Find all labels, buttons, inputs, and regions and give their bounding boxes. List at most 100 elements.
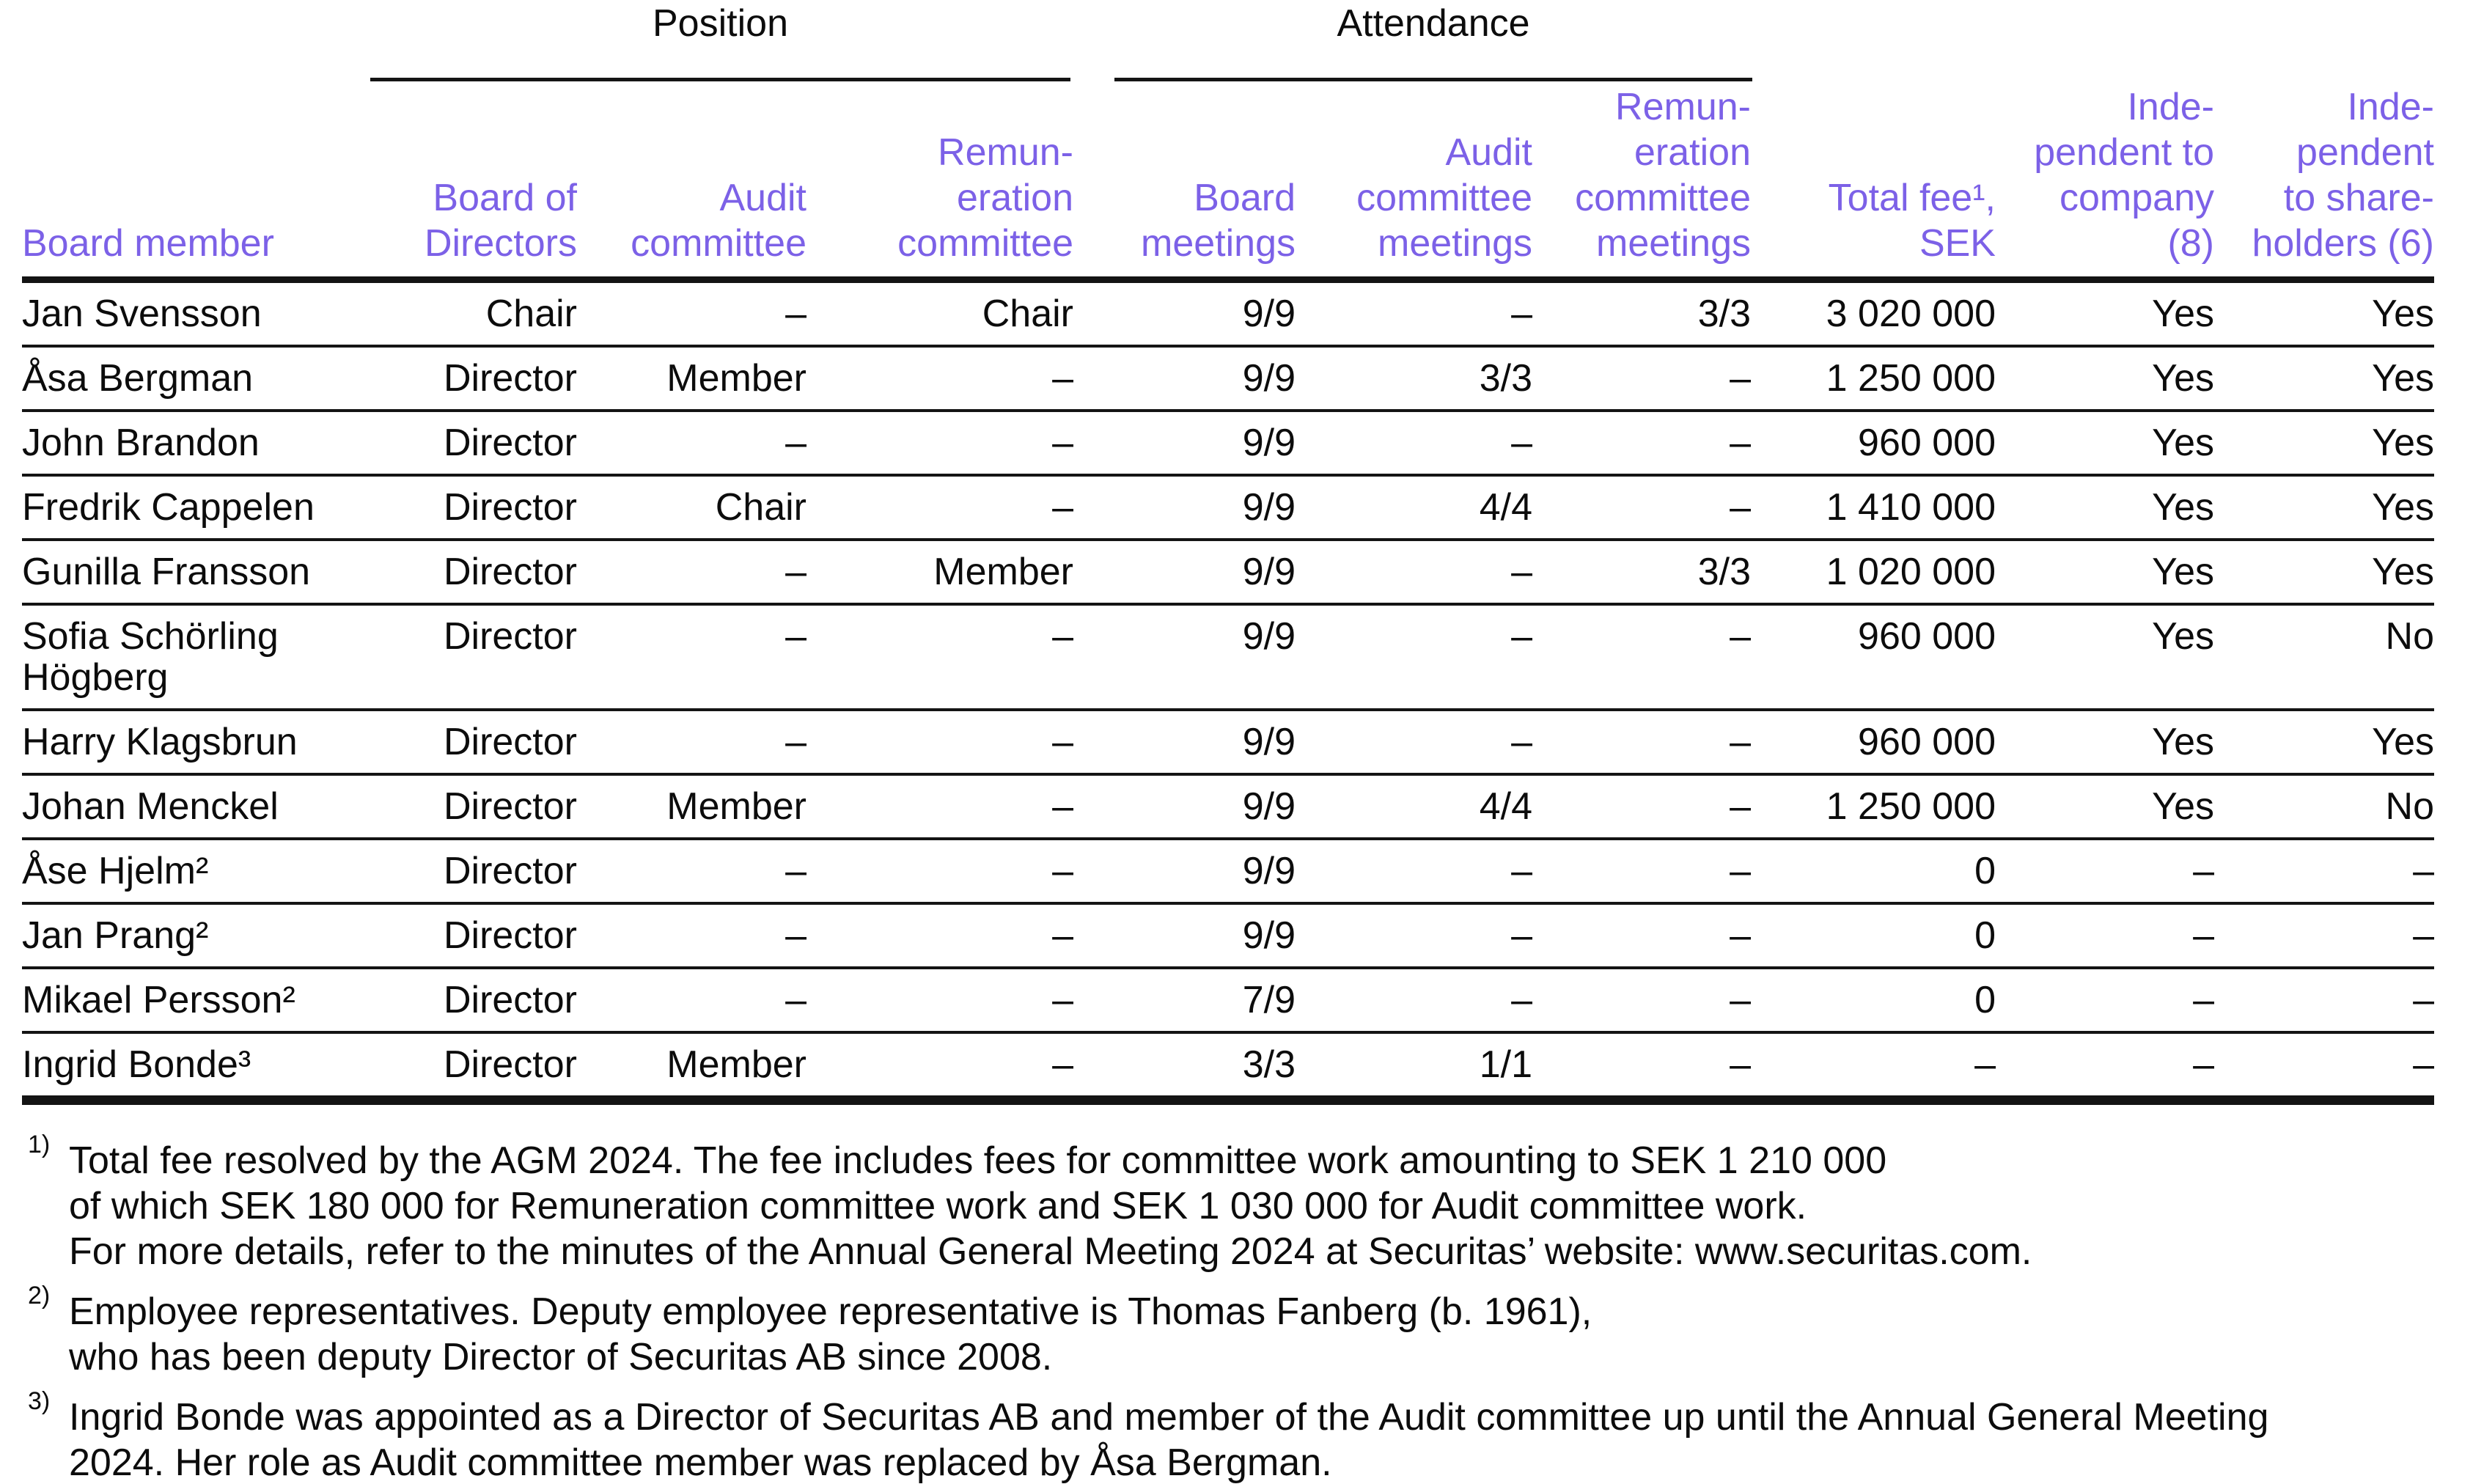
cell-board-of-directors: Director: [367, 539, 577, 606]
cell-total-fee-sek: 1 410 000: [1751, 474, 1996, 541]
cell-board-meetings: 9/9: [1073, 279, 1296, 348]
cell-remuneration-committee-meetings: –: [1532, 474, 1751, 541]
footnote-3: 3) Ingrid Bonde was appointed as a Direct…: [22, 1389, 2478, 1484]
cell-total-fee-sek: 0: [1751, 903, 1996, 969]
cell-audit-committee-meetings: 4/4: [1296, 474, 1532, 541]
table-row: John Brandon Director – –9/9– –960 000 Yes Yes: [22, 410, 2434, 477]
footnote-marker: 1): [28, 1131, 51, 1158]
table-row: Sofia Schörling Högberg Director – –9/9– –96…: [22, 603, 2434, 711]
board-member-name: Sofia Schörling Högberg: [22, 603, 367, 711]
cell-independent-to-company: Yes: [1996, 603, 2214, 711]
cell-board-of-directors: Director: [367, 903, 577, 969]
cell-audit-committee: –: [577, 967, 806, 1034]
cell-audit-committee-meetings: –: [1296, 410, 1532, 477]
cell-remuneration-committee: –: [806, 603, 1073, 711]
cell-board-of-directors: Director: [367, 345, 577, 412]
table-row: Fredrik Cappelen Director Chair –9/9 4/4–1 4…: [22, 474, 2434, 541]
footnote-line: Employee representatives. Deputy employe…: [69, 1290, 1592, 1333]
cell-audit-committee-meetings: –: [1296, 539, 1532, 606]
cell-total-fee-sek: 1 250 000: [1751, 774, 1996, 840]
column-header-remuneration-committee: Remun-eration committee: [806, 0, 1073, 283]
cell-total-fee-sek: 0: [1751, 838, 1996, 905]
cell-board-meetings: 9/9: [1073, 838, 1296, 905]
cell-remuneration-committee: –: [806, 1032, 1073, 1105]
cell-remuneration-committee-meetings: –: [1532, 1032, 1751, 1105]
board-member-name: Åse Hjelm²: [22, 838, 367, 905]
cell-total-fee-sek: 960 000: [1751, 410, 1996, 477]
cell-board-of-directors: Chair: [367, 279, 577, 348]
footnote-marker: 3): [28, 1387, 51, 1415]
board-member-name: Jan Svensson: [22, 279, 367, 348]
cell-remuneration-committee: –: [806, 903, 1073, 969]
column-header-audit-committee: Audit committee: [577, 0, 806, 283]
cell-independent-to-shareholders: Yes: [2214, 474, 2434, 541]
cell-independent-to-shareholders: –: [2214, 1032, 2434, 1105]
cell-independent-to-shareholders: Yes: [2214, 345, 2434, 412]
table-row: Åsa Bergman Director Member –9/9 3/3–1 250 0…: [22, 345, 2434, 412]
cell-audit-committee: Member: [577, 345, 806, 412]
cell-audit-committee: –: [577, 279, 806, 348]
cell-remuneration-committee: –: [806, 410, 1073, 477]
cell-board-of-directors: Director: [367, 474, 577, 541]
cell-remuneration-committee-meetings: 3/3: [1532, 539, 1751, 606]
cell-remuneration-committee: –: [806, 967, 1073, 1034]
board-member-name: Ingrid Bonde³: [22, 1032, 367, 1105]
footnote-line: who has been deputy Director of Securita…: [69, 1336, 1053, 1378]
cell-audit-committee-meetings: –: [1296, 838, 1532, 905]
cell-remuneration-committee-meetings: –: [1532, 838, 1751, 905]
cell-independent-to-shareholders: No: [2214, 603, 2434, 711]
cell-remuneration-committee: –: [806, 474, 1073, 541]
column-header-board-meetings: Board meetings: [1073, 0, 1296, 283]
cell-remuneration-committee-meetings: –: [1532, 603, 1751, 711]
cell-board-of-directors: Director: [367, 1032, 577, 1105]
cell-independent-to-shareholders: Yes: [2214, 279, 2434, 348]
cell-board-meetings: 9/9: [1073, 345, 1296, 412]
cell-remuneration-committee-meetings: –: [1532, 774, 1751, 840]
cell-total-fee-sek: 1 250 000: [1751, 345, 1996, 412]
cell-independent-to-shareholders: No: [2214, 774, 2434, 840]
cell-board-meetings: 3/3: [1073, 1032, 1296, 1105]
table-row: Harry Klagsbrun Director – –9/9– –960 000 Yes…: [22, 709, 2434, 776]
table-row: Johan Menckel Director Member –9/9 4/4–1 250…: [22, 774, 2434, 840]
table-row: Ingrid Bonde³ Director Member –3/3 1/1– – – –: [22, 1032, 2434, 1105]
board-member-name: Fredrik Cappelen: [22, 474, 367, 541]
column-header-audit-committee-meetings: Audit committee meetings: [1296, 0, 1532, 283]
cell-independent-to-company: Yes: [1996, 279, 2214, 348]
column-header-board-member: Board member: [22, 0, 367, 283]
cell-total-fee-sek: 1 020 000: [1751, 539, 1996, 606]
cell-board-of-directors: Director: [367, 603, 577, 711]
column-header-remuneration-committee-meetings: Remun-eration committee meetings: [1532, 0, 1751, 283]
cell-audit-committee: –: [577, 603, 806, 711]
cell-audit-committee-meetings: –: [1296, 603, 1532, 711]
cell-audit-committee-meetings: –: [1296, 279, 1532, 348]
cell-audit-committee: –: [577, 838, 806, 905]
cell-audit-committee: Member: [577, 774, 806, 840]
footnote-1: 1) Total fee resolved by the AGM 2024. Th…: [22, 1132, 2478, 1274]
cell-independent-to-company: Yes: [1996, 345, 2214, 412]
footnotes: 1) Total fee resolved by the AGM 2024. Th…: [22, 1132, 2478, 1484]
table-row: Jan Svensson Chair – Chair 9/9–3/3 3 020 000 Y…: [22, 279, 2434, 348]
footnote-2: 2) Employee representatives. Deputy emplo…: [22, 1283, 2478, 1380]
cell-audit-committee: Member: [577, 1032, 806, 1105]
cell-audit-committee: –: [577, 903, 806, 969]
table-body: Jan Svensson Chair – Chair 9/9–3/3 3 020 000 Y…: [22, 279, 2434, 1105]
column-header-board-of-directors: Board of Directors: [367, 0, 577, 283]
cell-total-fee-sek: –: [1751, 1032, 1996, 1105]
cell-independent-to-company: Yes: [1996, 774, 2214, 840]
cell-total-fee-sek: 960 000: [1751, 709, 1996, 776]
cell-audit-committee-meetings: –: [1296, 967, 1532, 1034]
cell-independent-to-company: Yes: [1996, 410, 2214, 477]
board-member-name: John Brandon: [22, 410, 367, 477]
cell-board-meetings: 9/9: [1073, 903, 1296, 969]
cell-board-meetings: 9/9: [1073, 709, 1296, 776]
cell-independent-to-shareholders: Yes: [2214, 709, 2434, 776]
footnote-line: 2024. Her role as Audit committee member…: [69, 1441, 1332, 1484]
cell-remuneration-committee: Chair: [806, 279, 1073, 348]
board-member-name: Jan Prang²: [22, 903, 367, 969]
cell-board-meetings: 9/9: [1073, 539, 1296, 606]
cell-board-of-directors: Director: [367, 709, 577, 776]
cell-board-of-directors: Director: [367, 774, 577, 840]
cell-board-of-directors: Director: [367, 410, 577, 477]
cell-board-meetings: 7/9: [1073, 967, 1296, 1034]
